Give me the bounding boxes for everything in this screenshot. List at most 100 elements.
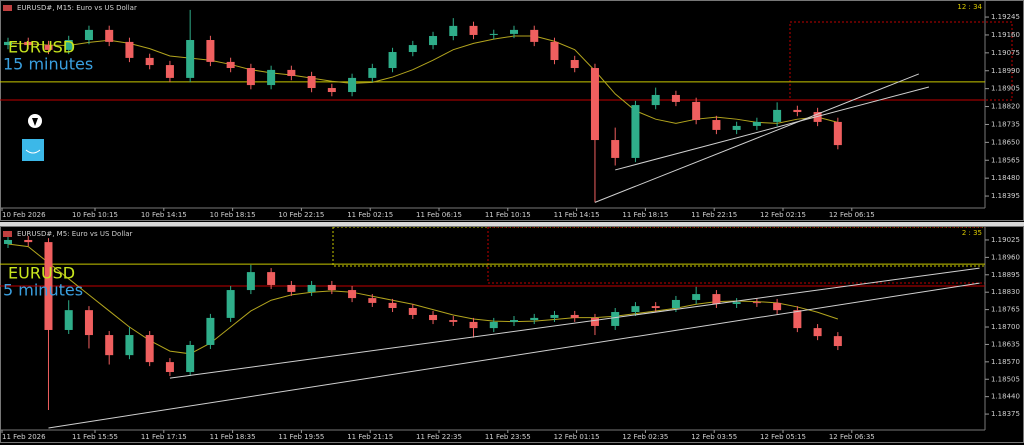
y-tick-label: 1.18565: [991, 156, 1020, 164]
x-tick-label: 11 Feb 17:15: [141, 433, 187, 441]
candle-body: [206, 317, 215, 345]
y-tick-label: 1.19160: [991, 31, 1020, 39]
candle-body: [530, 317, 539, 321]
y-tick-label: 1.18765: [991, 306, 1020, 314]
x-tick-label: 11 Feb 18:35: [210, 433, 256, 441]
candle-body: [631, 105, 640, 158]
candle-body: [327, 284, 336, 291]
candle-body: [510, 29, 518, 34]
candle-body: [348, 290, 357, 299]
candle-body: [368, 298, 377, 303]
candle-body: [833, 121, 842, 146]
candle-body: [408, 45, 417, 53]
y-tick-label: 1.18960: [991, 253, 1020, 261]
panel-separator: [0, 222, 1024, 226]
candle-body: [752, 121, 761, 126]
candle-body: [64, 310, 73, 330]
candle-body: [550, 41, 559, 61]
candle-body: [84, 29, 93, 41]
x-tick-label: 11 Feb 15:55: [72, 433, 118, 441]
trendline: [594, 73, 919, 203]
candle-body: [793, 310, 802, 329]
candle-body: [570, 60, 579, 69]
candle-body: [186, 40, 195, 78]
candle-body: [813, 112, 822, 122]
candle-body: [570, 314, 579, 318]
y-tick-label: 1.19025: [991, 236, 1020, 244]
y-tick-label: 1.18395: [991, 192, 1020, 200]
candle-body: [469, 321, 478, 329]
chart-title: EURUSD#, M15: Euro vs US Dollar: [17, 4, 137, 12]
candle-body: [368, 68, 377, 78]
x-tick-label: 11 Feb 18:15: [622, 211, 668, 219]
candle-body: [732, 302, 741, 304]
candle-body: [449, 25, 458, 37]
zone-box: [789, 21, 1013, 101]
pen-icon[interactable]: [28, 114, 42, 128]
candle-body: [287, 284, 296, 292]
candle-body: [732, 125, 741, 130]
candle-body: [165, 65, 174, 78]
candle-body: [671, 299, 680, 308]
signal-icon[interactable]: [22, 139, 44, 161]
candle-body: [712, 120, 721, 130]
x-tick-label: 12 Feb 01:15: [554, 433, 600, 441]
candle-body: [246, 272, 255, 291]
x-tick-label: 10 Feb 14:15: [141, 211, 187, 219]
candle-body: [226, 61, 235, 69]
period-overlay: 5 minutes: [3, 281, 83, 300]
x-tick-label: 11 Feb 19:55: [278, 433, 324, 441]
y-tick-label: 1.18905: [991, 85, 1020, 93]
chart-title: EURUSD#, M5: Euro vs US Dollar: [17, 230, 133, 238]
candle-body: [793, 109, 802, 113]
candle-body: [530, 29, 539, 42]
candle-body: [125, 335, 134, 356]
symbol-icon: [3, 5, 12, 11]
x-tick-label: 11 Feb 02:15: [347, 211, 393, 219]
symbol-overlay: EURUSD: [8, 38, 75, 57]
candle-body: [388, 302, 397, 308]
candle-body: [773, 302, 782, 311]
candle-body: [489, 33, 498, 35]
candle-body: [267, 272, 276, 285]
symbol-overlay: EURUSD: [8, 264, 75, 283]
candle-body: [24, 239, 33, 243]
candle-body: [429, 36, 438, 46]
trendline: [615, 86, 930, 171]
candle-body: [348, 77, 357, 93]
candle-body: [105, 29, 114, 42]
candle-body: [813, 328, 822, 337]
candle-body: [590, 317, 599, 326]
candle-body: [327, 88, 336, 93]
candle-body: [307, 284, 316, 292]
candle-body: [165, 362, 174, 373]
candle-body: [469, 25, 478, 35]
period-overlay: 15 minutes: [3, 55, 93, 74]
y-tick-label: 1.18990: [991, 67, 1020, 75]
x-tick-label: 12 Feb 02:15: [760, 211, 806, 219]
candle-body: [206, 40, 215, 62]
y-tick-label: 1.18505: [991, 375, 1020, 383]
symbol-icon: [3, 231, 12, 237]
candle-body: [267, 69, 276, 86]
y-tick-label: 1.18570: [991, 358, 1020, 366]
y-tick-label: 1.18650: [991, 138, 1020, 146]
y-tick-label: 1.19245: [991, 13, 1020, 21]
candle-body: [489, 321, 498, 329]
candle-body: [24, 41, 33, 46]
x-tick-label: 11 Feb 21:15: [347, 433, 393, 441]
y-tick-label: 1.18375: [991, 410, 1020, 418]
x-tick-label: 12 Feb 06:35: [829, 433, 875, 441]
candle-body: [510, 320, 518, 322]
candle-body: [590, 68, 599, 141]
x-tick-label: 12 Feb 06:15: [829, 211, 875, 219]
candle-body: [125, 41, 134, 58]
candle-body: [449, 320, 458, 322]
x-tick-label: 11 Feb 23:55: [485, 433, 531, 441]
candle-body: [773, 109, 782, 122]
candle-body: [752, 302, 761, 304]
candle-body: [307, 76, 316, 89]
candle-body: [64, 40, 73, 50]
